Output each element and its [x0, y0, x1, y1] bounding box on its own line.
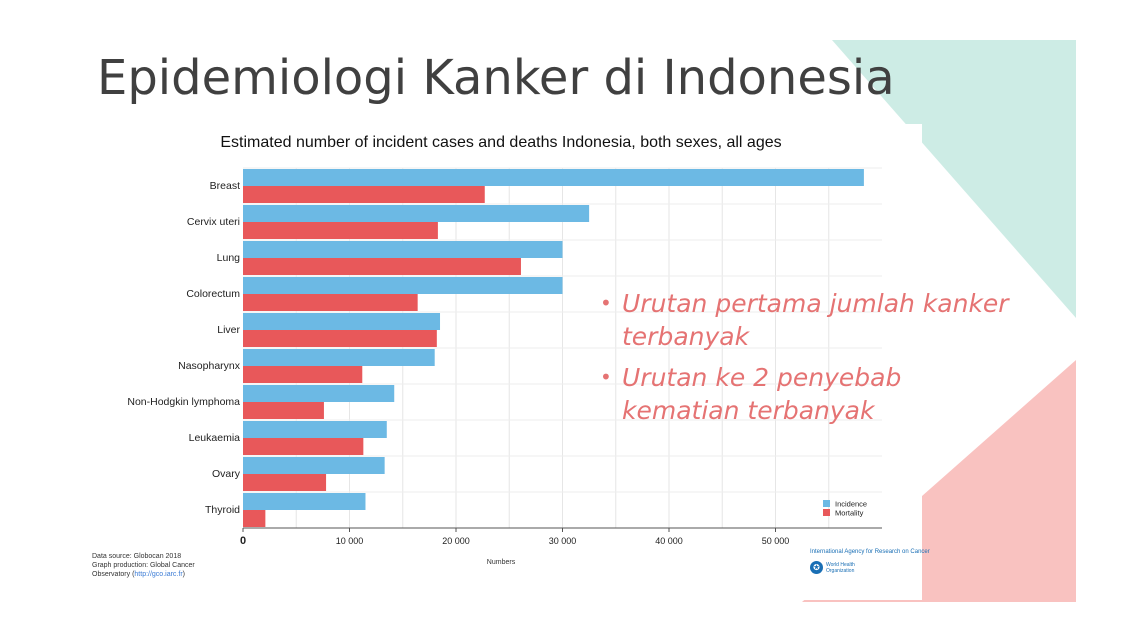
- category-label: Breast: [210, 180, 240, 192]
- bullet-text: Urutan pertama jumlah kanker terbanyak: [622, 289, 1009, 351]
- x-tick-label: 20 000: [442, 536, 470, 546]
- who-line-2: Organization: [826, 567, 855, 574]
- category-label: Non-Hodgkin lymphoma: [127, 396, 240, 408]
- bar-mortality: [243, 402, 324, 419]
- category-label: Colorectum: [186, 288, 240, 300]
- bar-mortality: [243, 294, 418, 311]
- category-label: Thyroid: [205, 504, 240, 516]
- bar-incidence: [243, 241, 563, 258]
- bar-mortality: [243, 330, 437, 347]
- teal-triangle-decoration: [832, 40, 1076, 318]
- source-line-2: Graph production: Global Cancer: [92, 562, 195, 569]
- bar-mortality: [243, 474, 327, 491]
- bar-mortality: [243, 186, 485, 203]
- who-logo-block: ✪ World Health Organization: [810, 561, 855, 574]
- category-label: Cervix uteri: [187, 216, 240, 228]
- source-line-3: Observatory (http://gco.iarc.fr): [92, 571, 185, 578]
- bar-incidence: [243, 277, 563, 294]
- chart-title: Estimated number of incident cases and d…: [220, 134, 782, 151]
- x-tick-label: 10 000: [336, 536, 364, 546]
- bar-incidence: [243, 349, 435, 366]
- bar-incidence: [243, 493, 366, 510]
- source-line-1: Data source: Globocan 2018: [92, 553, 182, 560]
- legend-label: Mortality: [835, 509, 864, 518]
- bar-incidence: [243, 169, 864, 186]
- who-line-1: World Health: [826, 561, 855, 568]
- who-globe-icon: ✪: [810, 561, 823, 574]
- bullet-dot-icon: •: [600, 291, 612, 315]
- chart-panel: [86, 124, 922, 600]
- legend-label: Incidence: [835, 500, 867, 509]
- slide-title: Epidemiologi Kanker di Indonesia: [97, 50, 895, 106]
- bar-incidence: [243, 313, 441, 330]
- bar-incidence: [243, 457, 385, 474]
- source-link[interactable]: http://gco.iarc.fr: [134, 571, 183, 578]
- data-source-note: Data source: Globocan 2018 Graph product…: [92, 552, 195, 579]
- bullet-text: Urutan ke 2 penyebab kematian terbanyak: [622, 363, 902, 425]
- x-tick-label: 50 000: [762, 536, 790, 546]
- bar-mortality: [243, 366, 363, 383]
- x-axis-title: Numbers: [486, 559, 516, 566]
- bar-mortality: [243, 258, 521, 275]
- legend-swatch-incidence: [823, 500, 830, 507]
- legend-swatch-mortality: [823, 509, 830, 516]
- bullet-item: • Urutan pertama jumlah kanker terbanyak: [600, 287, 1020, 353]
- bar-incidence: [243, 385, 395, 402]
- x-tick-label: 40 000: [655, 536, 683, 546]
- iarc-label: International Agency for Research on Can…: [810, 549, 930, 555]
- category-label: Leukaemia: [189, 432, 241, 444]
- category-label: Nasopharynx: [178, 360, 241, 372]
- x-tick-label: 0: [240, 535, 246, 547]
- bar-incidence: [243, 421, 387, 438]
- category-label: Ovary: [212, 468, 241, 480]
- category-label: Lung: [217, 252, 241, 264]
- bullet-dot-icon: •: [600, 365, 612, 389]
- bar-mortality: [243, 510, 266, 527]
- bar-mortality: [243, 222, 438, 239]
- bar-incidence: [243, 205, 590, 222]
- x-tick-label: 30 000: [549, 536, 577, 546]
- bullet-list: • Urutan pertama jumlah kanker terbanyak…: [600, 287, 1020, 435]
- bar-mortality: [243, 438, 364, 455]
- bullet-item: • Urutan ke 2 penyebab kematian terbanya…: [600, 361, 1020, 427]
- category-label: Liver: [217, 324, 240, 336]
